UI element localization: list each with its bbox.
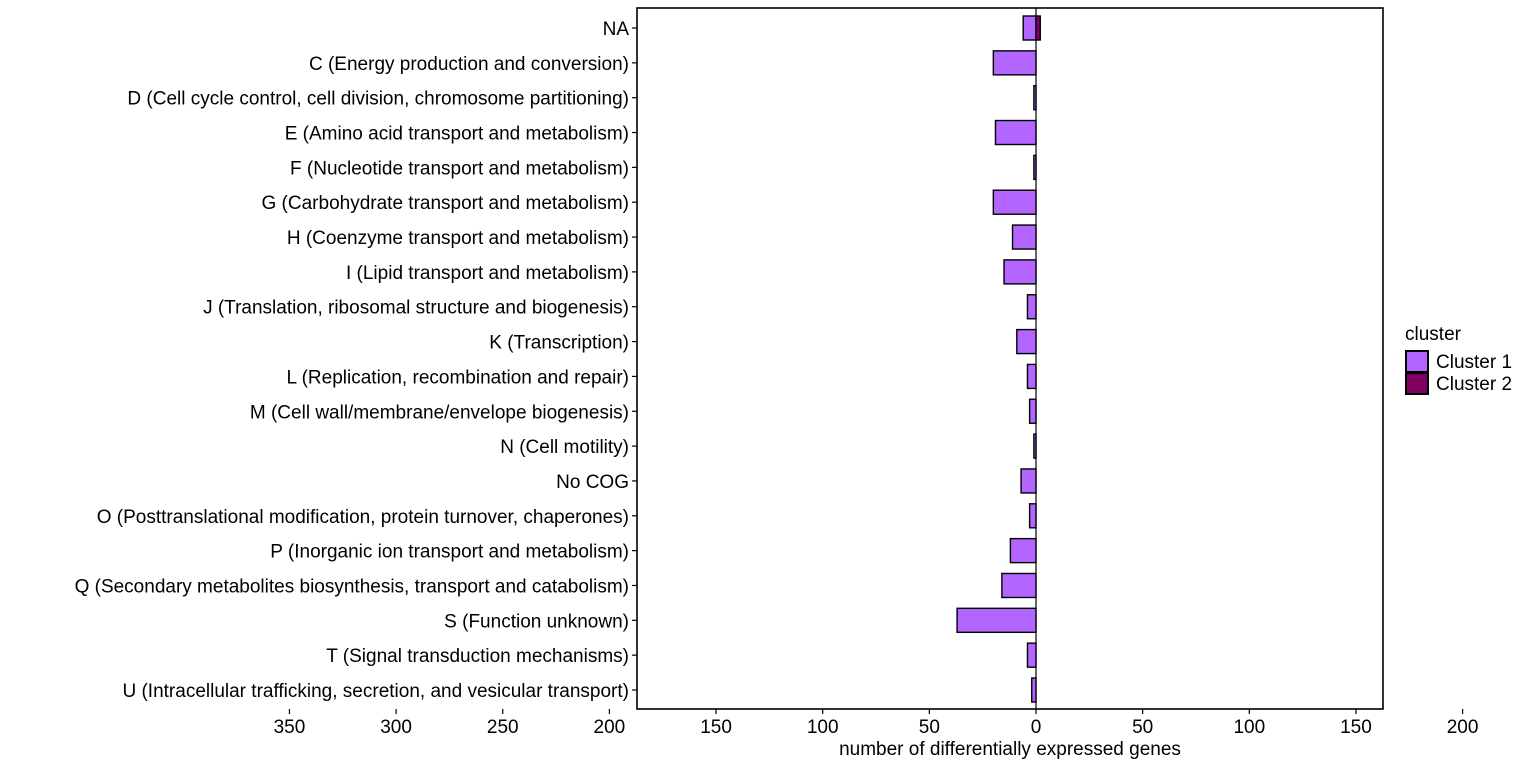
x-tick-label: 150 bbox=[700, 717, 732, 738]
legend-label: Cluster 1 bbox=[1436, 352, 1512, 373]
category-label: U (Intracellular trafficking, secretion,… bbox=[122, 681, 629, 702]
x-axis: 35030025020015010050050100150200250300 bbox=[274, 709, 1479, 738]
category-label: M (Cell wall/membrane/envelope biogenesi… bbox=[250, 402, 629, 423]
category-label: H (Coenzyme transport and metabolism) bbox=[287, 228, 629, 249]
legend-title: cluster bbox=[1405, 324, 1462, 345]
category-label: N (Cell motility) bbox=[500, 437, 629, 458]
x-tick-label: 150 bbox=[1340, 717, 1372, 738]
category-label: NA bbox=[603, 19, 630, 40]
x-tick-label: 100 bbox=[1233, 717, 1265, 738]
x-tick-label: 300 bbox=[380, 717, 412, 738]
x-tick-label: 350 bbox=[274, 717, 306, 738]
bar-cluster-1 bbox=[1028, 398, 1037, 424]
bar-cluster-1 bbox=[1033, 84, 1037, 111]
category-labels: NA C (Energy production and conversion) D … bbox=[75, 19, 637, 702]
bar-cluster-1 bbox=[992, 189, 1037, 215]
bar-cluster-1 bbox=[956, 607, 1037, 634]
bar-cluster-1 bbox=[1009, 537, 1037, 564]
x-axis-title: number of differentially expressed genes bbox=[839, 739, 1181, 760]
bar-cluster-1 bbox=[1033, 433, 1037, 459]
bar-cluster-1 bbox=[1026, 363, 1037, 390]
bars-group bbox=[956, 15, 1041, 703]
bar-cluster-1 bbox=[1003, 259, 1037, 285]
bar-cluster-1 bbox=[1016, 328, 1037, 355]
category-label: E (Amino acid transport and metabolism) bbox=[285, 124, 629, 145]
legend-key-cluster-2 bbox=[1405, 372, 1429, 395]
category-label: L (Replication, recombination and repair… bbox=[286, 367, 629, 388]
x-tick-label: 0 bbox=[1031, 717, 1042, 738]
x-tick-label: 50 bbox=[919, 717, 940, 738]
bar-cluster-1 bbox=[1026, 642, 1037, 668]
bar-cluster-1 bbox=[1020, 468, 1037, 494]
bar-cluster-1 bbox=[994, 119, 1037, 146]
x-tick-label: 100 bbox=[807, 717, 839, 738]
legend-key-cluster-1 bbox=[1405, 350, 1429, 373]
category-label: O (Posttranslational modification, prote… bbox=[97, 507, 629, 528]
category-label: K (Transcription) bbox=[489, 333, 629, 354]
bar-cluster-1 bbox=[992, 50, 1037, 76]
category-label: G (Carbohydrate transport and metabolism… bbox=[262, 193, 630, 214]
category-label: C (Energy production and conversion) bbox=[309, 54, 629, 75]
bar-cluster-1 bbox=[1028, 503, 1037, 529]
category-label: F (Nucleotide transport and metabolism) bbox=[290, 158, 629, 179]
category-label: No COG bbox=[556, 472, 629, 493]
bar-cluster-1 bbox=[1033, 154, 1037, 181]
bar-cluster-1 bbox=[1001, 572, 1037, 599]
category-label: D (Cell cycle control, cell division, ch… bbox=[127, 89, 629, 110]
category-label: J (Translation, ribosomal structure and … bbox=[203, 298, 629, 319]
bar-cluster-1 bbox=[1031, 677, 1037, 703]
category-label: Q (Secondary metabolites biosynthesis, t… bbox=[75, 576, 629, 597]
bar-cluster-2 bbox=[1035, 15, 1041, 41]
x-tick-label: 200 bbox=[594, 717, 626, 738]
legend-label: Cluster 2 bbox=[1436, 374, 1512, 395]
x-tick-label: 250 bbox=[487, 717, 519, 738]
bar-cluster-1 bbox=[1011, 224, 1037, 250]
category-label: P (Inorganic ion transport and metabolis… bbox=[270, 542, 629, 563]
category-label: S (Function unknown) bbox=[444, 611, 629, 632]
plot-panel bbox=[636, 7, 1384, 710]
bar-cluster-1 bbox=[1022, 15, 1037, 41]
category-label: I (Lipid transport and metabolism) bbox=[346, 263, 629, 284]
bar-cluster-1 bbox=[1026, 294, 1037, 320]
x-tick-label: 200 bbox=[1447, 717, 1479, 738]
x-tick-label: 50 bbox=[1132, 717, 1153, 738]
category-label: T (Signal transduction mechanisms) bbox=[326, 646, 629, 667]
